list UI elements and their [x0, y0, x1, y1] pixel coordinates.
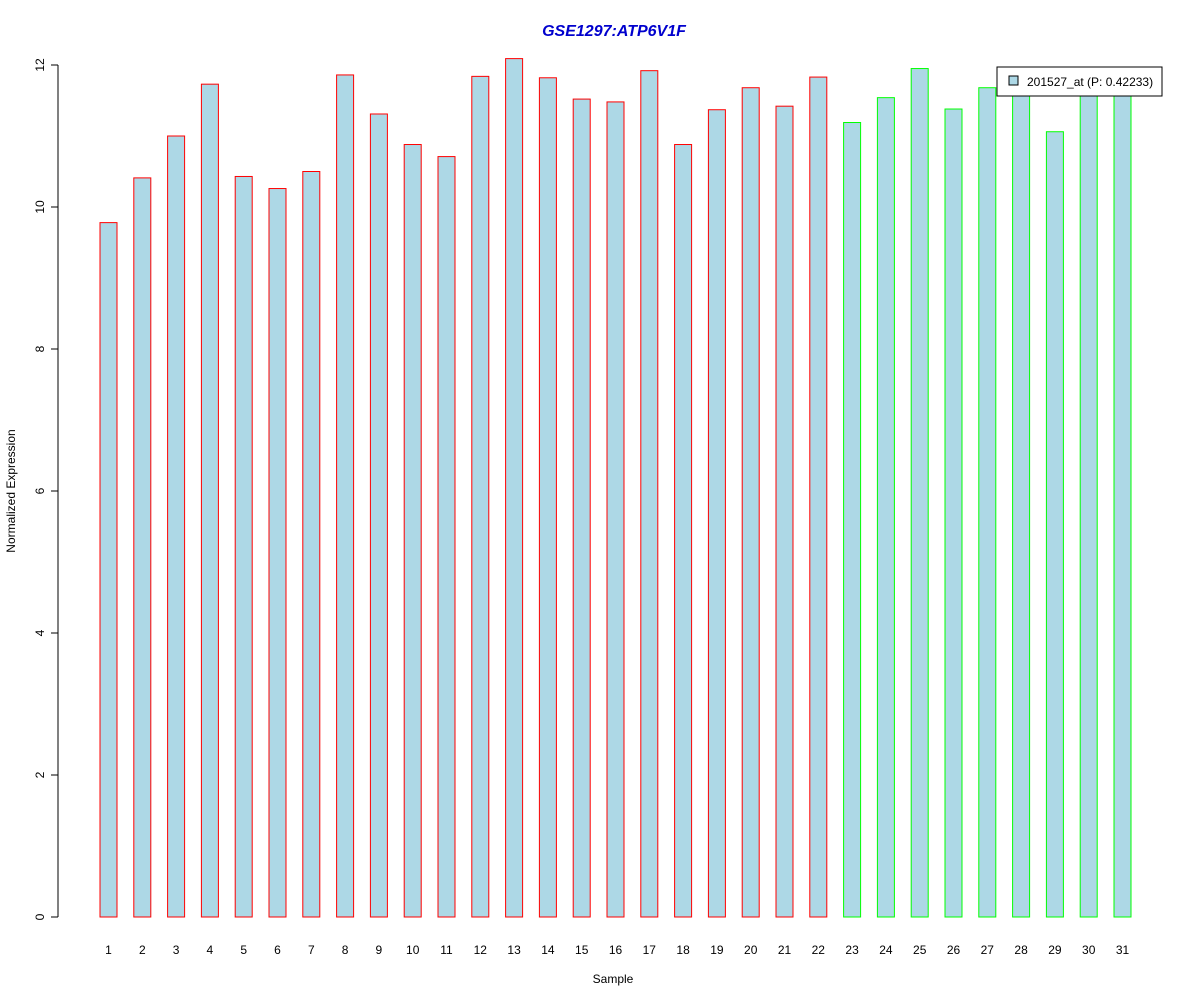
x-tick-label: 11 [440, 943, 453, 957]
x-axis-title: Sample [593, 972, 634, 986]
bar-sample-28 [1012, 85, 1031, 918]
x-tick-label: 13 [507, 943, 521, 957]
y-axis-title: Normalized Expression [4, 429, 18, 552]
bar-sample-8 [336, 74, 355, 918]
x-tick-label: 19 [710, 943, 724, 957]
x-tick-label: 25 [913, 943, 927, 957]
y-tick-label: 12 [33, 58, 47, 72]
bar-sample-12 [471, 75, 490, 918]
y-ticks: 0 2 4 6 8 10 12 [33, 58, 58, 920]
x-tick-label: 8 [342, 943, 349, 957]
x-tick-label: 23 [845, 943, 859, 957]
x-tick-label: 9 [376, 943, 383, 957]
bar-sample-9 [369, 113, 388, 918]
x-tick-label: 31 [1116, 943, 1130, 957]
x-tick-label: 15 [575, 943, 589, 957]
bar-sample-1 [99, 222, 118, 918]
legend-box [996, 66, 1163, 97]
legend: 201527_at (P: 0.42233) [996, 66, 1163, 97]
x-tick-labels: 1 2 3 4 5 6 7 8 9 10 11 12 13 14 15 16 17 18 19 20 21 22 23 24 2… [105, 943, 1129, 957]
x-tick-label: 21 [778, 943, 792, 957]
x-tick-label: 16 [609, 943, 623, 957]
x-tick-label: 22 [812, 943, 826, 957]
x-tick-label: 18 [676, 943, 690, 957]
bar-sample-10 [403, 144, 422, 918]
bars [99, 58, 1132, 918]
x-tick-label: 20 [744, 943, 758, 957]
bar-sample-22 [809, 76, 828, 918]
x-tick-label: 5 [240, 943, 247, 957]
x-tick-label: 24 [879, 943, 893, 957]
bar-sample-13 [505, 58, 524, 918]
y-tick-label: 4 [33, 629, 47, 636]
legend-label: 201527_at (P: 0.42233) [1027, 75, 1153, 89]
y-tick-label: 10 [33, 200, 47, 214]
bar-sample-25 [910, 68, 929, 918]
y-tick-label: 6 [33, 487, 47, 494]
x-tick-label: 2 [139, 943, 146, 957]
x-tick-label: 29 [1048, 943, 1062, 957]
bar-sample-24 [876, 97, 895, 918]
legend-swatch [1008, 75, 1019, 86]
bar-sample-7 [302, 171, 321, 918]
x-tick-label: 4 [207, 943, 214, 957]
bar-sample-26 [944, 108, 963, 918]
bar-sample-30 [1079, 85, 1098, 918]
x-tick-label: 26 [947, 943, 961, 957]
bar-sample-23 [843, 122, 862, 918]
x-tick-label: 27 [981, 943, 995, 957]
x-tick-label: 14 [541, 943, 555, 957]
bar-sample-4 [200, 83, 219, 918]
bar-sample-21 [775, 105, 794, 918]
x-tick-label: 7 [308, 943, 315, 957]
x-tick-label: 6 [274, 943, 281, 957]
x-tick-label: 10 [406, 943, 420, 957]
bar-sample-29 [1045, 131, 1064, 918]
bar-sample-6 [268, 188, 287, 918]
x-tick-label: 28 [1014, 943, 1028, 957]
bar-sample-14 [538, 77, 557, 918]
x-tick-label: 30 [1082, 943, 1096, 957]
bar-sample-15 [572, 98, 591, 918]
x-tick-label: 17 [643, 943, 657, 957]
x-tick-label: 12 [474, 943, 488, 957]
bar-sample-19 [707, 109, 726, 918]
y-tick-label: 2 [33, 771, 47, 778]
bar-sample-3 [167, 135, 186, 918]
y-axis: 0 2 4 6 8 10 12 [33, 58, 59, 920]
y-tick-label: 0 [33, 913, 47, 920]
x-tick-label: 1 [105, 943, 112, 957]
bar-sample-2 [133, 177, 152, 918]
bar-sample-18 [674, 144, 693, 918]
bar-sample-31 [1113, 85, 1132, 918]
bar-sample-17 [640, 70, 659, 918]
bar-sample-20 [741, 87, 760, 918]
chart-title: GSE1297:ATP6V1F [542, 23, 687, 40]
bar-sample-27 [978, 87, 997, 918]
bar-sample-5 [234, 175, 253, 918]
bar-sample-16 [606, 101, 625, 918]
x-tick-label: 3 [173, 943, 180, 957]
bar-sample-11 [437, 156, 456, 918]
y-tick-label: 8 [33, 345, 47, 352]
